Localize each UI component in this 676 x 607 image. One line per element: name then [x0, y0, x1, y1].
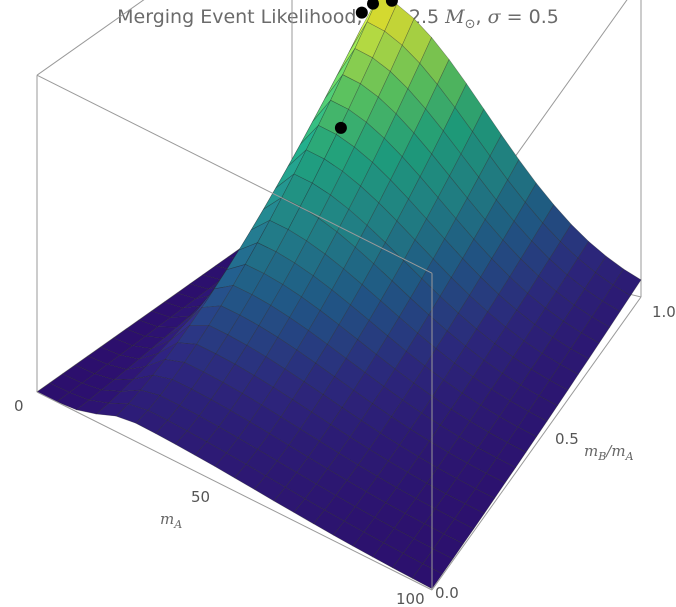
observed-events: [334, 0, 398, 134]
ratio-label-m: m: [584, 442, 598, 460]
surface-patch: [559, 348, 590, 375]
mA-tick-100: 100: [396, 590, 425, 607]
box-edge-top-front: [36, 74, 433, 274]
title-separator: ,: [475, 6, 488, 28]
ratio-label-slash: /m: [604, 442, 625, 460]
ratio-tick-0.5: 0.5: [555, 430, 579, 448]
bounding-box-front: [36, 74, 642, 591]
mA-label-sub: A: [173, 518, 182, 531]
event-point-1: [334, 121, 347, 134]
surface-patch: [580, 316, 611, 344]
title-solar-subscript: ⊙: [464, 16, 476, 32]
event-point-3: [367, 0, 379, 10]
mA-tick-0: 0: [14, 397, 24, 415]
surface-patch: [422, 548, 454, 575]
event-point-4: [385, 0, 398, 7]
mA-axis-label: mA: [160, 510, 182, 531]
surface-patch: [485, 457, 517, 484]
title-text: Merging Event Likelihood,: [117, 6, 369, 28]
surface-patch: [349, 0, 378, 52]
likelihood-surface: [36, 0, 642, 590]
title-sigma-value: = 0.5: [500, 6, 559, 28]
event-point-2: [355, 6, 368, 19]
surface-patch: [411, 563, 443, 590]
ratio-tick-0: 0.0: [435, 584, 459, 602]
mA-tick-50: 50: [191, 488, 210, 506]
ratio-tick-1.0: 1.0: [652, 303, 676, 321]
box-edge-top-left: [36, 0, 145, 76]
surface-patch: [454, 503, 485, 530]
title-sigma-symbol: σ: [487, 6, 501, 28]
box-edge-floor-right: [431, 296, 642, 591]
box-edge-floor-front: [36, 391, 433, 591]
surface-patch: [475, 472, 506, 499]
mA-label-m: m: [160, 510, 174, 528]
surface-patch: [601, 284, 631, 312]
surface-patch: [612, 268, 642, 297]
ratio-axis-label: mB/mA: [584, 442, 634, 463]
surface-patch: [570, 332, 600, 360]
ratio-label-sub-a: A: [625, 450, 634, 463]
ratio-label-sub-b: B: [597, 450, 606, 463]
title-mass-symbol: M: [445, 6, 465, 28]
